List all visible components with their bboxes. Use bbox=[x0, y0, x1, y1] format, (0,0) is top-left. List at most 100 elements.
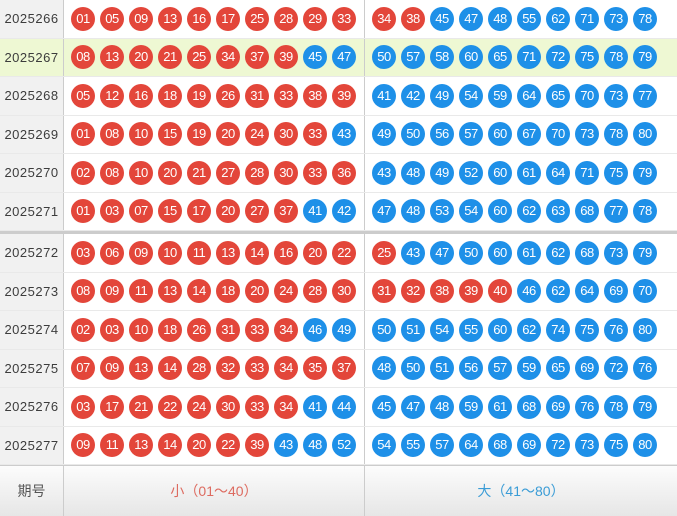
lottery-ball: 28 bbox=[274, 6, 298, 31]
lottery-ball: 55 bbox=[517, 6, 541, 31]
lottery-ball: 20 bbox=[187, 433, 211, 458]
small-balls-cell: 08 13 20 21 25 34 37 39 45 47 bbox=[64, 38, 365, 76]
lottery-ball: 39 bbox=[274, 45, 298, 70]
lottery-ball: 13 bbox=[158, 6, 182, 31]
footer-small-label: 小（01～40） bbox=[64, 466, 365, 516]
big-balls-cell: 54 55 57 64 68 69 72 73 75 80 bbox=[365, 427, 677, 465]
lottery-ball: 33 bbox=[303, 122, 327, 147]
lottery-ball: 21 bbox=[187, 160, 211, 185]
lottery-ball: 62 bbox=[517, 317, 541, 342]
lottery-ball: 48 bbox=[488, 6, 512, 31]
lottery-ball: 10 bbox=[129, 122, 153, 147]
lottery-ball: 38 bbox=[303, 83, 327, 108]
lottery-ball: 21 bbox=[158, 45, 182, 70]
lottery-ball: 33 bbox=[245, 394, 269, 419]
period-cell: 2025267 bbox=[0, 38, 64, 76]
lottery-ball: 06 bbox=[100, 240, 124, 265]
lottery-ball: 64 bbox=[459, 433, 483, 458]
table-row: 2025271 01 03 07 15 17 20 27 37 41 42 47 48 53 54 60 62 6… bbox=[0, 192, 677, 231]
lottery-ball: 73 bbox=[604, 240, 628, 265]
lottery-ball: 33 bbox=[303, 160, 327, 185]
lottery-ball: 80 bbox=[633, 317, 657, 342]
lottery-ball: 50 bbox=[372, 45, 396, 70]
small-balls-cell: 07 09 13 14 28 32 33 34 35 37 bbox=[64, 349, 365, 387]
lottery-ball: 75 bbox=[604, 433, 628, 458]
lottery-ball: 26 bbox=[216, 83, 240, 108]
lottery-ball: 10 bbox=[129, 160, 153, 185]
lottery-ball: 13 bbox=[100, 45, 124, 70]
lottery-ball: 73 bbox=[604, 83, 628, 108]
lottery-ball: 75 bbox=[575, 317, 599, 342]
lottery-ball: 25 bbox=[187, 45, 211, 70]
lottery-ball: 48 bbox=[430, 394, 454, 419]
lottery-ball: 68 bbox=[575, 199, 599, 224]
lottery-ball: 30 bbox=[332, 279, 356, 304]
lottery-ball: 56 bbox=[430, 122, 454, 147]
lottery-ball: 73 bbox=[575, 433, 599, 458]
table-row: 2025273 08 09 11 13 14 18 20 24 28 30 31 32 38 39 40 46 6… bbox=[0, 272, 677, 311]
footer-period-label: 期号 bbox=[0, 466, 64, 516]
lottery-ball: 11 bbox=[100, 433, 124, 458]
lottery-ball: 05 bbox=[100, 6, 124, 31]
lottery-ball: 38 bbox=[430, 279, 454, 304]
lottery-ball: 62 bbox=[546, 6, 570, 31]
lottery-ball: 27 bbox=[216, 160, 240, 185]
rows: 2025266 01 05 09 13 16 17 25 28 29 33 34 38 45 47 48 55 6… bbox=[0, 0, 677, 465]
lottery-ball: 05 bbox=[71, 83, 95, 108]
period-cell: 2025270 bbox=[0, 154, 64, 192]
lottery-ball: 08 bbox=[71, 279, 95, 304]
lottery-ball: 54 bbox=[459, 199, 483, 224]
lottery-ball: 64 bbox=[546, 160, 570, 185]
lottery-ball: 14 bbox=[245, 240, 269, 265]
lottery-ball: 78 bbox=[604, 122, 628, 147]
small-balls-cell: 05 12 16 18 19 26 31 33 38 39 bbox=[64, 77, 365, 115]
lottery-ball: 20 bbox=[303, 240, 327, 265]
lottery-ball: 01 bbox=[71, 6, 95, 31]
lottery-ball: 61 bbox=[517, 240, 541, 265]
lottery-ball: 13 bbox=[216, 240, 240, 265]
lottery-ball: 69 bbox=[517, 433, 541, 458]
lottery-ball: 73 bbox=[575, 122, 599, 147]
lottery-ball: 54 bbox=[459, 83, 483, 108]
lottery-ball: 77 bbox=[604, 199, 628, 224]
lottery-ball: 20 bbox=[216, 122, 240, 147]
lottery-ball: 13 bbox=[129, 356, 153, 381]
lottery-ball: 69 bbox=[575, 356, 599, 381]
lottery-ball: 24 bbox=[245, 122, 269, 147]
footer-big-label: 大（41～80） bbox=[477, 483, 565, 499]
table-row: 2025268 05 12 16 18 19 26 31 33 38 39 41 42 49 54 59 64 6… bbox=[0, 77, 677, 116]
big-balls-cell: 34 38 45 47 48 55 62 71 73 78 bbox=[365, 0, 677, 38]
lottery-ball: 17 bbox=[100, 394, 124, 419]
big-balls-cell: 48 50 51 56 57 59 65 69 72 76 bbox=[365, 350, 677, 388]
table-row: 2025267 08 13 20 21 25 34 37 39 45 47 50 57 58 60 65 71 7… bbox=[0, 38, 677, 77]
lottery-ball: 30 bbox=[274, 122, 298, 147]
lottery-ball: 28 bbox=[245, 160, 269, 185]
lottery-ball: 14 bbox=[158, 433, 182, 458]
lottery-ball: 78 bbox=[633, 199, 657, 224]
lottery-ball: 62 bbox=[546, 240, 570, 265]
lottery-ball: 21 bbox=[129, 394, 153, 419]
table-row: 2025274 02 03 10 18 26 31 33 34 46 49 50 51 54 55 60 62 7… bbox=[0, 311, 677, 350]
lottery-ball: 22 bbox=[332, 240, 356, 265]
period-cell: 2025277 bbox=[0, 426, 64, 464]
small-balls-cell: 09 11 13 14 20 22 39 43 48 52 bbox=[64, 426, 365, 464]
period-cell: 2025266 bbox=[0, 0, 64, 38]
table-row: 2025276 03 17 21 22 24 30 33 34 41 44 45 47 48 59 61 68 6… bbox=[0, 388, 677, 427]
period-cell: 2025271 bbox=[0, 192, 64, 230]
table-row: 2025270 02 08 10 20 21 27 28 30 33 36 43 48 49 52 60 61 6… bbox=[0, 154, 677, 193]
lottery-ball: 73 bbox=[604, 6, 628, 31]
lottery-ball: 43 bbox=[401, 240, 425, 265]
lottery-ball: 39 bbox=[332, 83, 356, 108]
lottery-ball: 71 bbox=[575, 6, 599, 31]
lottery-ball: 59 bbox=[459, 394, 483, 419]
lottery-ball: 68 bbox=[488, 433, 512, 458]
lottery-ball: 29 bbox=[303, 6, 327, 31]
lottery-ball: 67 bbox=[517, 122, 541, 147]
lottery-ball: 16 bbox=[187, 6, 211, 31]
lottery-ball: 03 bbox=[100, 199, 124, 224]
big-balls-cell: 43 48 49 52 60 61 64 71 75 79 bbox=[365, 154, 677, 192]
lottery-ball: 16 bbox=[129, 83, 153, 108]
lottery-ball: 64 bbox=[517, 83, 541, 108]
lottery-ball: 61 bbox=[517, 160, 541, 185]
